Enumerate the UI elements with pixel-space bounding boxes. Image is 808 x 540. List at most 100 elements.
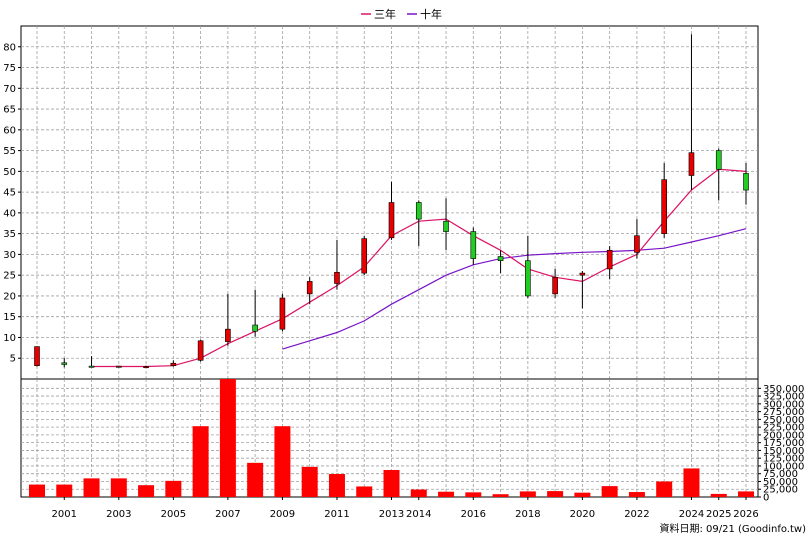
volume-bar-2005 [165,480,182,497]
candle-2012 [361,235,368,276]
volume-bar-2004 [138,485,155,497]
candle-2006 [197,339,204,362]
volume-bar-2011 [328,474,345,497]
price-y-tick-label: 30 [3,250,16,261]
candle-2020 [579,271,586,309]
price-y-tick-label: 35 [3,229,16,240]
volume-y-tick-label: 0 [763,493,769,504]
candle-body [88,365,95,368]
price-y-tick-label: 70 [3,84,16,95]
candle-body [143,366,149,369]
volume-bar-series [29,379,754,497]
candle-2002 [88,356,95,368]
x-tick-label: 2016 [461,509,486,520]
candle-body [361,238,368,274]
volume-bar-2022 [628,492,645,497]
volume-y-tick-label: 225,000 [763,423,804,434]
volume-y-tick-label: 25,000 [763,485,798,496]
candle-body [116,365,122,368]
candle-body [552,276,558,295]
price-y-tick-label: 55 [3,146,16,157]
volume-y-tick-label: 350,000 [763,384,804,395]
volume-bar-2003 [110,478,127,497]
price-y-axis: 5 10 15 20 25 30 35 40 45 50 55 60 65 70 75 80 [3,42,21,365]
candle-2016 [470,227,477,265]
price-y-tick-label: 80 [3,42,16,53]
volume-y-tick-label: 250,000 [763,415,804,426]
volume-bar-2000 [29,484,45,497]
volume-y-tick-label: 50,000 [763,477,798,488]
candle-2019 [552,268,558,299]
candle-2000 [34,346,40,367]
volume-bar-2002 [83,478,100,497]
candle-body [606,249,613,270]
candle-body [252,324,258,332]
volume-y-tick-label: 150,000 [763,446,804,457]
legend-label-10yr: 十年 [420,7,442,21]
volume-y-tick-label: 325,000 [763,392,804,403]
candle-body [443,220,449,232]
volume-bar-2008 [247,462,264,497]
x-axis: 2001 2003 2005 2007 2009 2011 2013 2014 2016 2018… [52,497,759,520]
candle-2026 [743,163,749,205]
volume-bar-2001 [56,484,73,497]
candle-body [743,173,749,191]
volume-y-tick-label: 175,000 [763,438,804,449]
volume-bar-2021 [601,486,618,497]
volume-bar-2015 [438,491,455,497]
volume-bar-2012 [356,486,373,497]
volume-bar-2014 [410,489,427,497]
candle-2004 [143,365,149,369]
candle-body [61,362,68,365]
price-y-tick-label: 45 [3,188,16,199]
candle-body [497,256,504,261]
price-y-tick-label: 25 [3,271,16,282]
candle-2008 [252,289,258,337]
candle-body [197,340,204,361]
candle-2013 [388,181,395,240]
price-y-tick-label: 60 [3,125,16,136]
candle-body [715,150,722,170]
candle-body [306,281,313,295]
candle-2009 [279,293,286,332]
volume-bar-2010 [301,466,318,497]
price-y-tick-label: 20 [3,291,16,302]
x-tick-label: 2018 [515,509,540,520]
volume-y-tick-label: 75,000 [763,469,798,480]
candle-2015 [443,198,449,251]
x-tick-label: 2020 [570,509,595,520]
candle-2023 [661,163,667,238]
candle-body [634,235,640,253]
candle-body [334,271,340,284]
candle-2005 [170,360,177,367]
volume-bar-2023 [656,481,673,497]
candle-body [661,179,667,234]
candle-2025 [715,148,722,201]
candlestick-series [34,34,749,369]
volume-y-tick-label: 100,000 [763,461,804,472]
volume-bar-2019 [547,491,564,497]
x-tick-label: 2025 [706,509,731,520]
ma-10yr-line [282,228,747,350]
x-tick-label: 2014 [406,509,431,520]
candle-body [688,152,695,176]
x-tick-label: 2007 [215,509,240,520]
candle-2007 [225,293,231,346]
volume-bar-2016 [465,492,482,497]
x-tick-label: 2011 [324,509,349,520]
candle-body [470,231,477,259]
candle-2018 [525,235,531,299]
price-y-tick-label: 40 [3,208,16,219]
volume-y-tick-label: 125,000 [763,454,804,465]
candle-body [279,297,286,330]
candle-2024 [688,34,695,191]
candle-body [388,202,395,239]
volume-bar-2006 [192,426,209,497]
candle-body [525,260,531,297]
price-y-tick-label: 5 [10,354,16,365]
price-y-tick-label: 50 [3,167,16,178]
candle-2001 [61,358,68,368]
candle-2014 [415,200,422,247]
price-y-tick-label: 65 [3,105,16,116]
x-tick-label: 2005 [161,509,186,520]
